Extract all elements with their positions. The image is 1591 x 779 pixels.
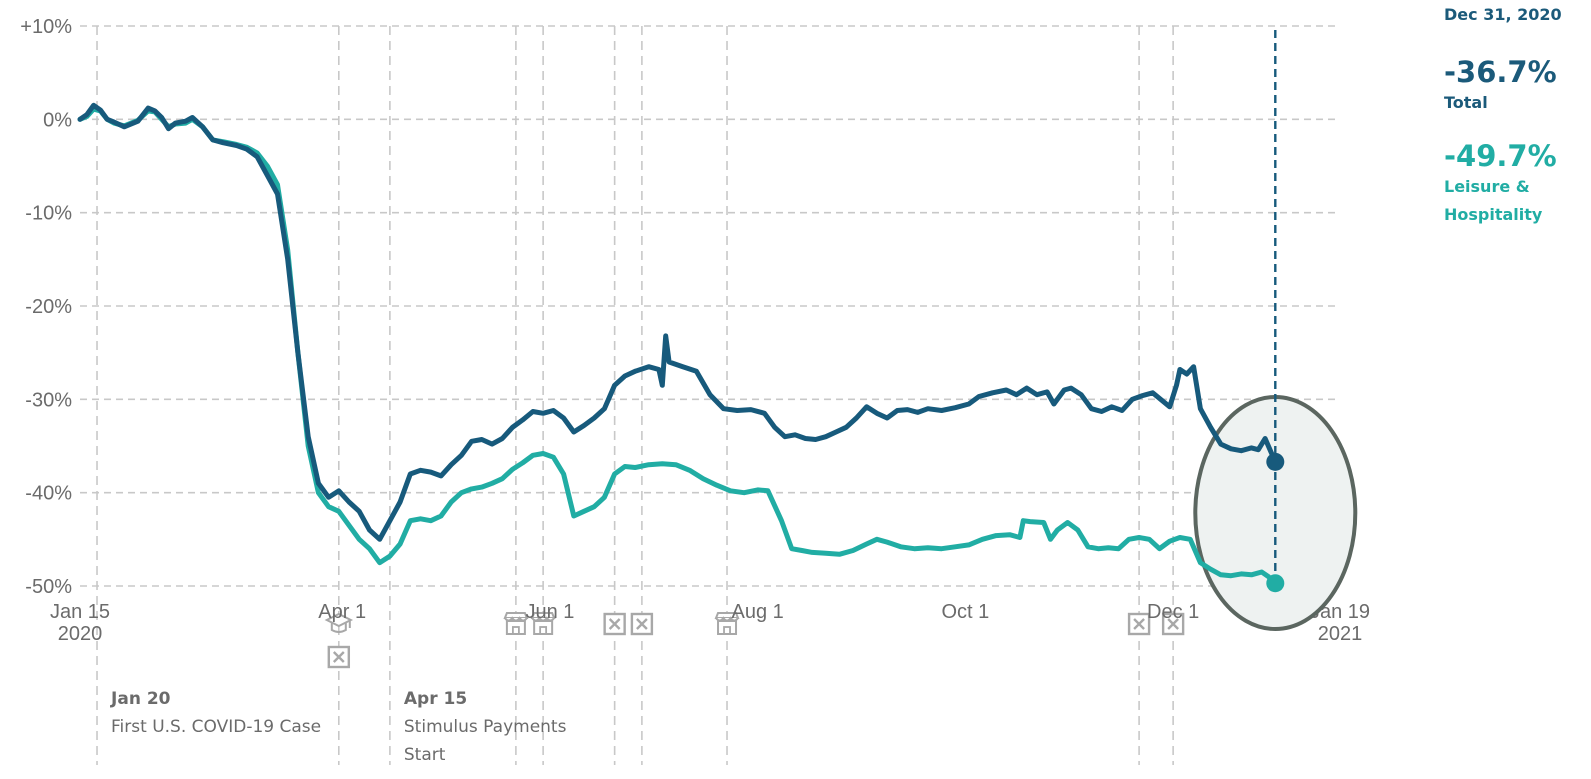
x-tick-year: 2021 bbox=[1318, 623, 1363, 645]
closed-icon bbox=[327, 645, 351, 669]
y-tick-label: 0% bbox=[43, 109, 72, 131]
leisure-value: -49.7% bbox=[1444, 139, 1557, 173]
series-leisure-line bbox=[77, 106, 1278, 586]
y-tick-label: -20% bbox=[25, 296, 72, 318]
y-tick-label: -50% bbox=[25, 576, 72, 598]
store-icon bbox=[503, 612, 528, 635]
total-label: Total bbox=[1444, 93, 1488, 112]
y-axis: +10% 0% -10% -20% -30% -40% -50% bbox=[20, 16, 72, 598]
leisure-end-dot bbox=[1266, 574, 1285, 593]
readout-date: Dec 31, 2020 bbox=[1444, 5, 1562, 24]
x-tick-year: 2020 bbox=[58, 623, 103, 645]
x-tick-label: Jan 15 bbox=[50, 601, 110, 623]
total-value: -36.7% bbox=[1444, 55, 1557, 89]
x-tick-label: Apr 1 bbox=[318, 601, 366, 623]
gridlines bbox=[80, 25, 1340, 587]
date-marker bbox=[1266, 30, 1285, 593]
y-tick-label: -10% bbox=[25, 203, 72, 225]
annotation-title: Apr 15 bbox=[404, 689, 467, 709]
y-tick-label: -30% bbox=[25, 389, 72, 411]
closed-icon bbox=[630, 612, 654, 636]
event-annotations: Jan 20 First U.S. COVID-19 Case Apr 15 Stim… bbox=[110, 689, 567, 765]
y-tick-label: +10% bbox=[20, 16, 72, 38]
event-markers bbox=[96, 26, 1185, 765]
annotation-text: Start bbox=[404, 745, 446, 765]
annotation-text: First U.S. COVID-19 Case bbox=[111, 717, 321, 737]
readout-panel: Dec 31, 2020 -36.7% Total -49.7% Leisure… bbox=[1444, 4, 1584, 229]
leisure-label: Leisure & Hospitality bbox=[1444, 177, 1543, 224]
y-tick-label: -40% bbox=[25, 483, 72, 505]
x-tick-label: Jun 1 bbox=[525, 601, 574, 623]
annotation-text: Stimulus Payments bbox=[404, 717, 567, 737]
series-lines bbox=[77, 102, 1278, 586]
x-tick-label: Dec 1 bbox=[1147, 601, 1199, 623]
total-end-dot bbox=[1266, 452, 1285, 471]
annotation-title: Jan 20 bbox=[110, 689, 171, 709]
x-tick-label: Oct 1 bbox=[942, 601, 990, 623]
series-total-line bbox=[77, 102, 1278, 542]
closed-icon bbox=[603, 612, 626, 636]
x-tick-label: Aug 1 bbox=[732, 601, 784, 623]
